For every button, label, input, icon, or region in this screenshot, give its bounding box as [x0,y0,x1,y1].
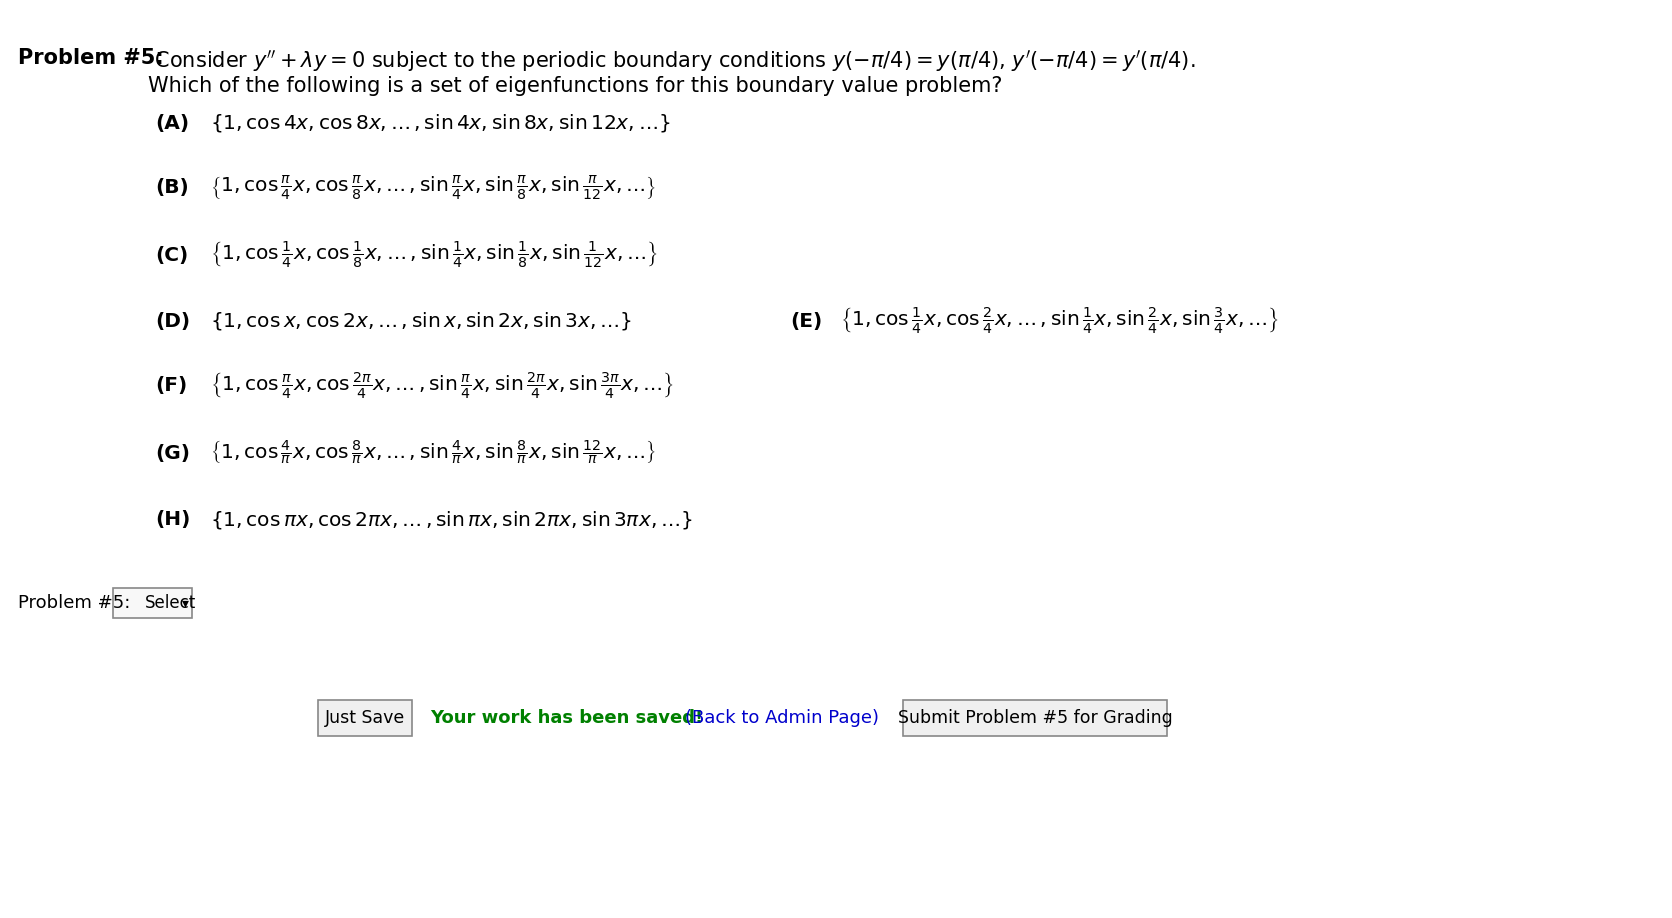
Text: $\left\{1,\cos\pi x,\cos 2\pi x,\ldots\,,\sin\pi x,\sin 2\pi x,\sin 3\pi x,\ldot: $\left\{1,\cos\pi x,\cos 2\pi x,\ldots\,… [211,509,692,531]
Text: $\left\{1,\cos\frac{1}{4}x,\cos\frac{2}{4}x,\ldots\,,\sin\frac{1}{4}x,\sin\frac{: $\left\{1,\cos\frac{1}{4}x,\cos\frac{2}{… [839,306,1279,336]
Text: Problem #5:: Problem #5: [18,594,130,612]
FancyBboxPatch shape [903,700,1167,736]
Text: Just Save: Just Save [324,709,405,727]
Text: Your work has been saved!: Your work has been saved! [430,709,704,727]
Text: (C): (C) [155,245,189,264]
Text: $\left\{1,\cos\frac{4}{\pi}x,\cos\frac{8}{\pi}x,\ldots\,,\sin\frac{4}{\pi}x,\sin: $\left\{1,\cos\frac{4}{\pi}x,\cos\frac{8… [211,439,655,467]
Text: (F): (F) [155,376,187,396]
FancyBboxPatch shape [114,588,192,618]
Text: (B): (B) [155,178,189,197]
Text: Problem #5:: Problem #5: [18,48,164,68]
Text: Which of the following is a set of eigenfunctions for this boundary value proble: Which of the following is a set of eigen… [149,76,1003,96]
Text: $\left\{1,\cos\frac{1}{4}x,\cos\frac{1}{8}x,\ldots\,,\sin\frac{1}{4}x,\sin\frac{: $\left\{1,\cos\frac{1}{4}x,\cos\frac{1}{… [211,240,657,270]
Text: (E): (E) [789,311,823,330]
Text: (Back to Admin Page): (Back to Admin Page) [686,709,879,727]
Text: (A): (A) [155,114,189,132]
Text: (H): (H) [155,510,191,530]
Text: $\left\{1,\cos x,\cos 2x,\ldots\,,\sin x,\sin 2x,\sin 3x,\ldots\right\}$: $\left\{1,\cos x,\cos 2x,\ldots\,,\sin x… [211,310,632,332]
Text: Submit Problem #5 for Grading: Submit Problem #5 for Grading [898,709,1172,727]
Text: Consider $y'' + \lambda y = 0$ subject to the periodic boundary conditions $y(-\: Consider $y'' + \lambda y = 0$ subject t… [149,48,1195,74]
Text: $\left\{1,\cos 4x,\cos 8x,\ldots\,,\sin 4x,\sin 8x,\sin 12x,\ldots\right\}$: $\left\{1,\cos 4x,\cos 8x,\ldots\,,\sin … [211,112,670,134]
Text: ▾: ▾ [182,596,189,610]
Text: $\left\{1,\cos\frac{\pi}{4}x,\cos\frac{2\pi}{4}x,\ldots\,,\sin\frac{\pi}{4}x,\si: $\left\{1,\cos\frac{\pi}{4}x,\cos\frac{2… [211,371,674,401]
Text: (D): (D) [155,311,191,330]
Text: $\left\{1,\cos\frac{\pi}{4}x,\cos\frac{\pi}{8}x,\ldots\,,\sin\frac{\pi}{4}x,\sin: $\left\{1,\cos\frac{\pi}{4}x,\cos\frac{\… [211,174,655,202]
Text: (G): (G) [155,443,191,463]
FancyBboxPatch shape [318,700,411,736]
Text: Select: Select [144,594,196,612]
